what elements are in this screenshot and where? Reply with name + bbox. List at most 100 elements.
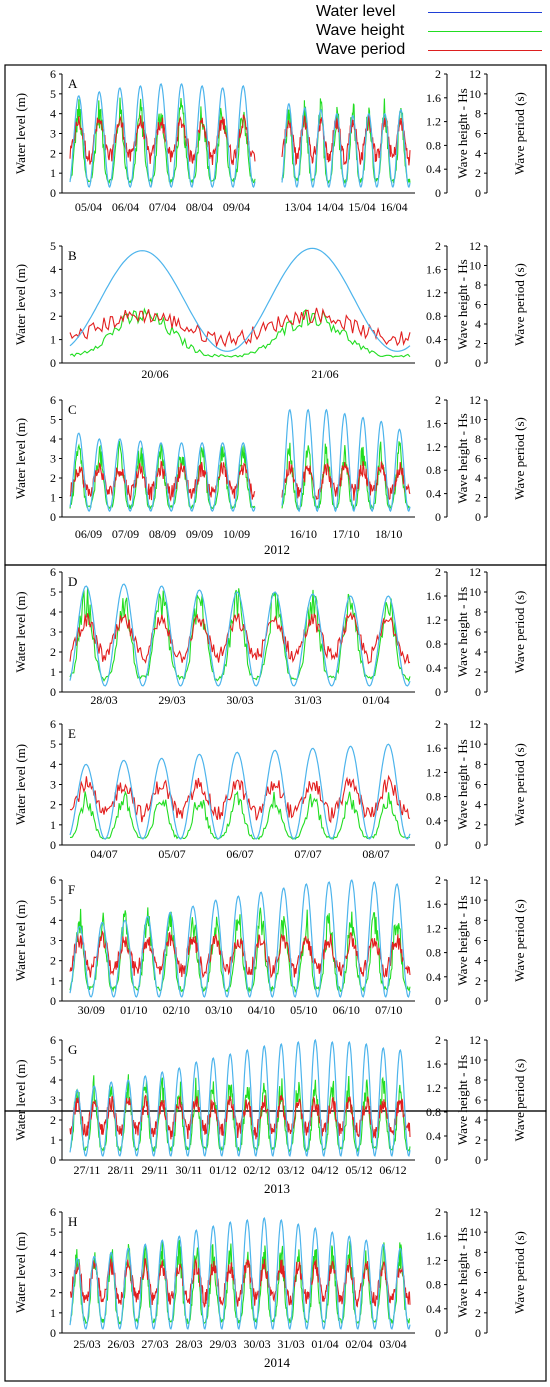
series-wave-height-line (69, 1074, 411, 1154)
y-axis-title-right-period: Wave period (s) (512, 1231, 527, 1314)
y-tick-label-right-period: 12 (469, 67, 481, 81)
y-tick-label-right-period: 6 (475, 934, 481, 948)
y-tick-label-right-period: 2 (475, 665, 481, 679)
series-water-level-line (69, 432, 256, 512)
y-tick-label-right-period: 6 (475, 298, 481, 312)
x-tick-label: 30/09 (78, 1003, 105, 1017)
y-tick-label-left: 0 (50, 1153, 56, 1167)
y-axis-title-right-height: Wave height - Hs (455, 895, 470, 985)
y-tick-label-right-height: 0.8 (426, 309, 441, 323)
x-tick-label: 05/07 (158, 847, 185, 861)
y-tick-label-left: 4 (50, 1245, 56, 1259)
y-tick-label-left: 2 (50, 471, 56, 485)
y-tick-label-left: 6 (50, 717, 56, 731)
y-tick-label-right-period: 4 (475, 1113, 481, 1127)
y-tick-label-right-height: 1.6 (426, 1229, 441, 1243)
y-tick-label-left: 0 (50, 838, 56, 852)
y-tick-label-right-period: 2 (475, 818, 481, 832)
x-tick-label: 27/03 (141, 1337, 168, 1351)
y-tick-label-left: 3 (50, 452, 56, 466)
y-tick-label-right-period: 0 (475, 510, 481, 524)
x-tick-label: 15/04 (348, 200, 375, 214)
series-wave-height-line (69, 907, 411, 994)
x-tick-label: 10/09 (223, 527, 250, 541)
x-tick-label: 28/03 (175, 1337, 202, 1351)
y-axis-title-left: Water level (m) (13, 93, 28, 174)
y-tick-label-left: 2 (50, 645, 56, 659)
y-tick-label-right-height: 1.2 (426, 286, 441, 300)
y-axis-title-left: Water level (m) (13, 1232, 28, 1313)
x-tick-label: 30/03 (226, 693, 253, 707)
y-axis-title-left: Water level (m) (13, 900, 28, 981)
panel-letter: F (68, 882, 75, 897)
y-tick-label-left: 3 (50, 127, 56, 141)
y-tick-label-left: 1 (50, 491, 56, 505)
y-tick-label-right-period: 2 (475, 1133, 481, 1147)
y-tick-label-right-height: 1.6 (426, 416, 441, 430)
x-tick-label: 06/09 (75, 527, 102, 541)
y-tick-label-left: 0 (50, 994, 56, 1008)
y-tick-label-right-height: 1.2 (426, 921, 441, 935)
series-water-level-line (69, 879, 411, 998)
x-tick-label: 07/07 (294, 847, 321, 861)
x-tick-label: 21/06 (311, 367, 338, 381)
y-tick-label-right-period: 0 (475, 994, 481, 1008)
y-tick-label-right-height: 2 (435, 239, 441, 253)
x-tick-label: 31/03 (294, 693, 321, 707)
y-tick-label-left: 5 (50, 413, 56, 427)
y-tick-label-right-period: 10 (469, 413, 481, 427)
series-wave-period-line (69, 611, 411, 665)
x-tick-label: 01/12 (209, 1163, 236, 1177)
x-tick-label: 06/07 (226, 847, 253, 861)
x-tick-label: 27/11 (74, 1163, 101, 1177)
y-tick-label-left: 1 (50, 818, 56, 832)
y-axis-title-right-period: Wave period (s) (512, 263, 527, 346)
y-tick-label-left: 2 (50, 146, 56, 160)
y-tick-label-right-height: 2 (435, 1205, 441, 1219)
y-tick-label-right-period: 8 (475, 913, 481, 927)
x-tick-label: 08/04 (186, 200, 213, 214)
x-tick-label: 08/07 (362, 847, 389, 861)
series-water-level-line (281, 408, 411, 513)
y-tick-label-left: 4 (50, 262, 56, 276)
panel-letter: A (68, 76, 78, 91)
y-tick-label-right-height: 0 (435, 685, 441, 699)
x-tick-label: 16/10 (290, 527, 317, 541)
x-tick-label: 17/10 (332, 527, 359, 541)
y-tick-label-left: 4 (50, 432, 56, 446)
y-tick-label-right-height: 0 (435, 994, 441, 1008)
y-tick-label-right-period: 2 (475, 337, 481, 351)
y-tick-label-right-height: 1.2 (426, 115, 441, 129)
y-tick-label-right-period: 12 (469, 565, 481, 579)
x-tick-label: 30/11 (176, 1163, 203, 1177)
y-tick-label-right-period: 2 (475, 491, 481, 505)
year-label: 2012 (264, 542, 290, 557)
y-tick-label-right-period: 6 (475, 1093, 481, 1107)
y-tick-label-right-height: 0 (435, 186, 441, 200)
y-tick-label-right-period: 8 (475, 605, 481, 619)
year-label: 2014 (264, 1355, 291, 1370)
legend-label: Water level (316, 3, 396, 20)
y-tick-label-right-period: 4 (475, 471, 481, 485)
series-wave-period-line (69, 930, 411, 979)
y-tick-label-right-period: 4 (475, 798, 481, 812)
y-tick-label-left: 0 (50, 510, 56, 524)
y-tick-label-right-height: 2 (435, 717, 441, 731)
y-tick-label-left: 4 (50, 107, 56, 121)
x-tick-label: 07/10 (375, 1003, 402, 1017)
legend-entry-wave-height: Wave height (316, 21, 548, 40)
y-tick-label-right-period: 10 (469, 737, 481, 751)
y-tick-label-right-period: 12 (469, 393, 481, 407)
y-tick-label-right-period: 12 (469, 1033, 481, 1047)
x-tick-label: 30/03 (243, 1337, 270, 1351)
y-tick-label-left: 5 (50, 1225, 56, 1239)
y-tick-label-left: 1 (50, 1306, 56, 1320)
y-tick-label-left: 2 (50, 954, 56, 968)
y-tick-label-left: 4 (50, 605, 56, 619)
y-tick-label-right-height: 2 (435, 565, 441, 579)
y-tick-label-left: 3 (50, 625, 56, 639)
series-wave-period-line (69, 460, 256, 502)
